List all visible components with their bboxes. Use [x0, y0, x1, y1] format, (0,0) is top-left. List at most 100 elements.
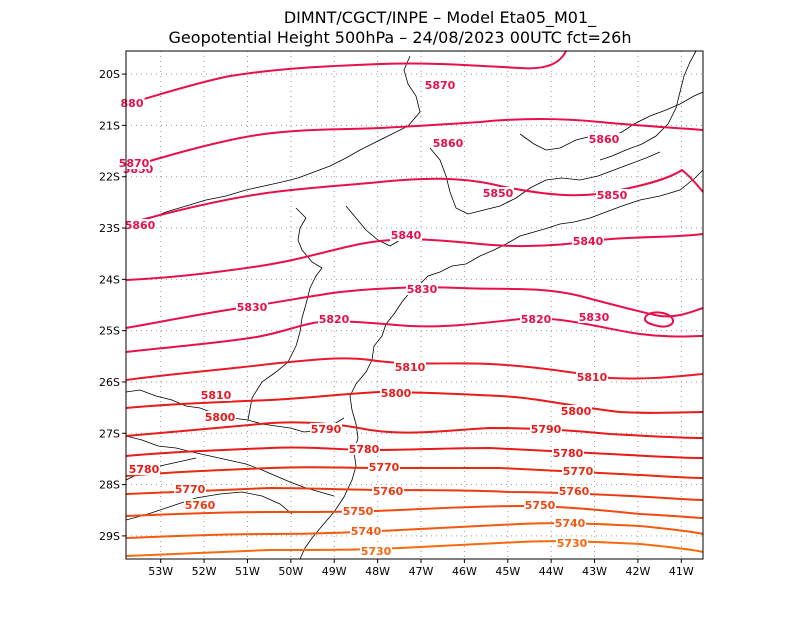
contour-5860 [125, 118, 704, 169]
height-contours [125, 50, 704, 557]
contour-label: 5790 [311, 423, 342, 436]
y-tick-label: 29S [99, 530, 120, 543]
contour-label: 5810 [395, 361, 426, 374]
contour-label: 5810 [577, 371, 608, 384]
contour-label-bg [128, 463, 160, 475]
x-tick-label: 46W [452, 565, 477, 578]
x-tick-label: 53W [148, 565, 173, 578]
contour-label: 5800 [561, 405, 592, 418]
contour-label: 5850 [483, 187, 514, 200]
contour-label-bg [572, 235, 604, 247]
coastline-path [429, 147, 661, 215]
contour-label: 5740 [351, 525, 382, 538]
contour-label: 5760 [373, 485, 404, 498]
contour-label: 5770 [369, 461, 400, 474]
contour-5790 [125, 421, 704, 439]
contour-label: 5850 [597, 189, 628, 202]
x-tick-label: 49W [322, 565, 347, 578]
contour-label: 5870 [425, 79, 456, 92]
map-frame [125, 50, 704, 560]
contour-label-bg [554, 517, 586, 529]
contour-label-bg [174, 483, 206, 495]
contour-5730 [125, 540, 704, 557]
contour-label-bg [394, 361, 426, 373]
contour-label-bg [560, 405, 592, 417]
contour-label-bg [552, 447, 584, 459]
contour-label-bg [578, 311, 610, 323]
x-tick-label: 51W [235, 565, 260, 578]
y-tick-label: 24S [99, 273, 120, 286]
contour-label-bg [360, 545, 392, 557]
contour-label: 5760 [185, 499, 216, 512]
contour-label: 5810 [201, 389, 232, 402]
x-tick-label: 50W [278, 565, 303, 578]
contour-label-bg [556, 537, 588, 549]
contour-5820 [125, 316, 704, 353]
contour-label-bg [390, 229, 422, 241]
contour-label: 5820 [319, 313, 350, 326]
contour-label-bg [350, 525, 382, 537]
contour-label: 5830 [579, 311, 610, 324]
contour-label-bg [576, 371, 608, 383]
contour-label-bg [520, 313, 552, 325]
contour-label-bg [482, 187, 514, 199]
contour-label-bg [200, 389, 232, 401]
contour-label-bg [184, 499, 216, 511]
contour-label: 5780 [129, 463, 160, 476]
contour-label: 5790 [531, 423, 562, 436]
coastline-path [125, 55, 421, 229]
title-line-2: Geopotential Height 500hPa – 24/08/2023 … [169, 28, 632, 47]
contour-label: 5760 [559, 485, 590, 498]
contour-label-bg [530, 423, 562, 435]
coastline-path [247, 207, 323, 421]
contour-5760 [125, 486, 704, 501]
contour-label: 5860 [125, 219, 156, 232]
contour-label: 5750 [343, 505, 374, 518]
contour-label: 5870 [119, 157, 150, 170]
contour-label-bg [342, 505, 374, 517]
contour-label: 880 [121, 97, 144, 110]
y-tick-label: 23S [99, 222, 120, 235]
contour-label: 5740 [555, 517, 586, 530]
contour-label-bg [124, 219, 156, 231]
y-tick-label: 26S [99, 376, 120, 389]
contour-label-bg [204, 411, 236, 423]
contour-label: 5770 [563, 465, 594, 478]
contour-label: 5800 [205, 411, 236, 424]
contour-label: 5860 [433, 137, 464, 150]
contour-label-bg [380, 387, 412, 399]
contour-label: 5780 [553, 447, 584, 460]
contour-label-bg [406, 283, 438, 295]
axis-ticks: 53W 52W 51W 50W 49W 48W 47W 46W 45W 44W 43W 42W 41W 2… [99, 68, 694, 578]
contour-label: 5800 [381, 387, 412, 400]
contour-label: 5830 [407, 283, 438, 296]
coastline-path [599, 50, 697, 161]
contour-5770 [125, 466, 704, 479]
contour-label-bg [424, 79, 456, 91]
contour-5800 [125, 390, 704, 414]
contour-label-bg [368, 461, 400, 473]
contour-label-bg [432, 137, 464, 149]
x-tick-label: 52W [192, 565, 217, 578]
coastline-path [125, 491, 293, 521]
contour-label: 5780 [349, 443, 380, 456]
contour-5750 [125, 504, 704, 519]
contour-label: 5820 [521, 313, 552, 326]
x-tick-label: 43W [582, 565, 607, 578]
x-tick-label: 45W [495, 565, 520, 578]
x-tick-label: 44W [539, 565, 564, 578]
contour-label-bg [310, 423, 342, 435]
contour-5870 [125, 50, 567, 105]
contour-label: 5730 [361, 545, 392, 558]
y-tick-label: 20S [99, 68, 120, 81]
contour-label-bg [318, 313, 350, 325]
contour-5780 [125, 446, 704, 459]
y-tick-label: 27S [99, 427, 120, 440]
contour-5830-closed [644, 311, 674, 328]
contour-label: 5860 [589, 133, 620, 146]
contour-5740 [125, 522, 704, 539]
x-tick-label: 47W [409, 565, 434, 578]
